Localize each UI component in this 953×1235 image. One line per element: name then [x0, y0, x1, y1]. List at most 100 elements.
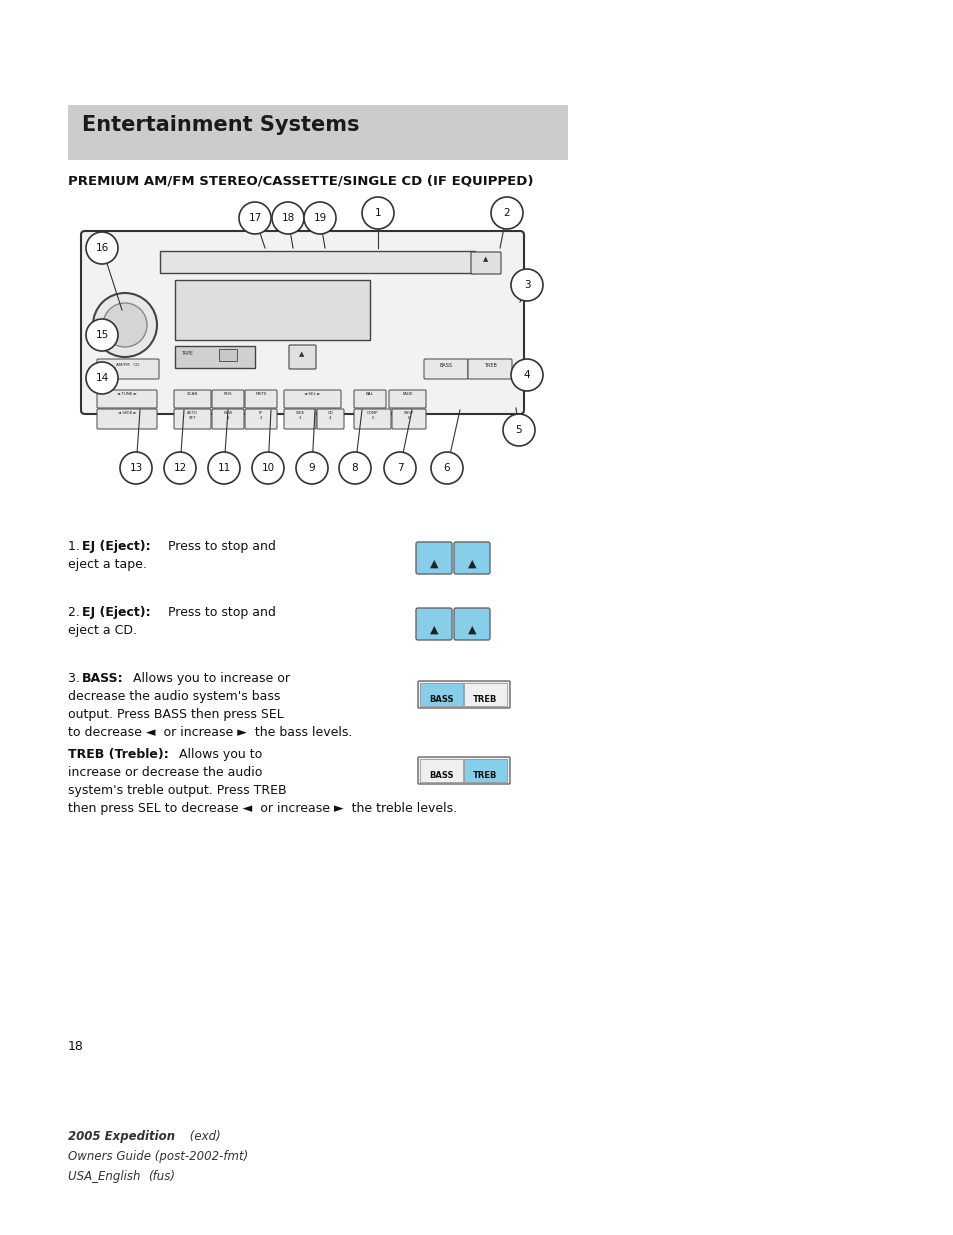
- Text: 8: 8: [352, 463, 358, 473]
- FancyBboxPatch shape: [160, 251, 475, 273]
- Text: SHUF
6: SHUF 6: [403, 411, 414, 420]
- FancyBboxPatch shape: [173, 409, 211, 429]
- Text: 18: 18: [281, 212, 294, 224]
- FancyBboxPatch shape: [416, 608, 452, 640]
- Text: TREB: TREB: [473, 695, 497, 704]
- Text: eject a tape.: eject a tape.: [68, 558, 147, 571]
- Text: TREB: TREB: [473, 771, 497, 781]
- Text: COMP
5: COMP 5: [366, 411, 378, 420]
- FancyBboxPatch shape: [392, 409, 426, 429]
- Text: output. Press BASS then press SEL: output. Press BASS then press SEL: [68, 708, 283, 721]
- FancyBboxPatch shape: [245, 409, 276, 429]
- Text: 9: 9: [309, 463, 315, 473]
- Text: decrease the audio system's bass: decrease the audio system's bass: [68, 690, 280, 703]
- Text: (exd): (exd): [186, 1130, 220, 1144]
- Text: TREB (Treble):: TREB (Treble):: [68, 748, 169, 761]
- Circle shape: [338, 452, 371, 484]
- FancyBboxPatch shape: [173, 390, 211, 408]
- FancyBboxPatch shape: [97, 390, 157, 408]
- FancyBboxPatch shape: [463, 760, 506, 782]
- FancyBboxPatch shape: [212, 390, 244, 408]
- Text: Entertainment Systems: Entertainment Systems: [82, 115, 359, 135]
- FancyBboxPatch shape: [97, 409, 157, 429]
- Circle shape: [502, 414, 535, 446]
- Text: ◄ SEEK ►: ◄ SEEK ►: [117, 411, 136, 415]
- Text: 3: 3: [523, 280, 530, 290]
- FancyBboxPatch shape: [245, 390, 276, 408]
- Text: ◄ SEL ►: ◄ SEL ►: [304, 391, 320, 396]
- Text: 3.: 3.: [68, 672, 84, 685]
- FancyBboxPatch shape: [289, 345, 315, 369]
- Text: Allows you to: Allows you to: [174, 748, 262, 761]
- Text: ▲: ▲: [299, 351, 304, 357]
- FancyBboxPatch shape: [419, 683, 462, 706]
- Text: USA_English: USA_English: [68, 1170, 144, 1183]
- Text: EJ (Eject):: EJ (Eject):: [82, 540, 151, 553]
- Text: AUTO
SET: AUTO SET: [187, 411, 198, 420]
- Text: FF
2: FF 2: [258, 411, 263, 420]
- Text: 5: 5: [516, 425, 521, 435]
- Text: Owners Guide (post-2002-fmt): Owners Guide (post-2002-fmt): [68, 1150, 248, 1163]
- FancyBboxPatch shape: [354, 390, 386, 408]
- Text: 17: 17: [248, 212, 261, 224]
- Text: 16: 16: [95, 243, 109, 253]
- Circle shape: [511, 359, 542, 391]
- Text: ▲: ▲: [467, 625, 476, 635]
- Circle shape: [304, 203, 335, 233]
- FancyBboxPatch shape: [354, 409, 391, 429]
- Text: Press to stop and: Press to stop and: [164, 606, 275, 619]
- Text: BASS: BASS: [429, 695, 454, 704]
- FancyBboxPatch shape: [463, 683, 506, 706]
- Text: 15: 15: [95, 330, 109, 340]
- Text: BASS:: BASS:: [82, 672, 124, 685]
- Circle shape: [361, 198, 394, 228]
- FancyBboxPatch shape: [219, 350, 236, 361]
- Text: 7: 7: [396, 463, 403, 473]
- FancyBboxPatch shape: [68, 105, 567, 161]
- Circle shape: [86, 319, 118, 351]
- Text: SIDE
3: SIDE 3: [295, 411, 304, 420]
- Text: ▲: ▲: [467, 559, 476, 569]
- Text: system's treble output. Press TREB: system's treble output. Press TREB: [68, 784, 286, 797]
- Text: FADE: FADE: [402, 391, 413, 396]
- Circle shape: [239, 203, 271, 233]
- Text: 2.: 2.: [68, 606, 84, 619]
- Text: RDS: RDS: [223, 391, 233, 396]
- FancyBboxPatch shape: [97, 359, 159, 379]
- Text: TREB: TREB: [483, 363, 496, 368]
- FancyBboxPatch shape: [417, 680, 510, 708]
- Text: 6: 6: [443, 463, 450, 473]
- Text: ▲: ▲: [429, 559, 437, 569]
- Text: SCAN: SCAN: [187, 391, 198, 396]
- Text: 2: 2: [503, 207, 510, 219]
- Text: 4: 4: [523, 370, 530, 380]
- FancyBboxPatch shape: [316, 409, 344, 429]
- Text: NEW
1: NEW 1: [223, 411, 233, 420]
- FancyBboxPatch shape: [468, 359, 512, 379]
- Text: 2005 Expedition: 2005 Expedition: [68, 1130, 175, 1144]
- Text: AM/FM   CD: AM/FM CD: [116, 363, 139, 367]
- FancyBboxPatch shape: [454, 608, 490, 640]
- Circle shape: [92, 293, 157, 357]
- FancyBboxPatch shape: [471, 252, 500, 274]
- Circle shape: [103, 303, 147, 347]
- FancyBboxPatch shape: [389, 390, 426, 408]
- Text: ▲: ▲: [483, 256, 488, 262]
- Text: eject a CD.: eject a CD.: [68, 624, 137, 637]
- Text: to decrease ◄  or increase ►  the bass levels.: to decrease ◄ or increase ► the bass lev…: [68, 726, 352, 739]
- Text: MUTE: MUTE: [254, 391, 267, 396]
- FancyBboxPatch shape: [454, 542, 490, 574]
- Text: 11: 11: [217, 463, 231, 473]
- Circle shape: [208, 452, 240, 484]
- FancyBboxPatch shape: [81, 231, 523, 414]
- Circle shape: [86, 232, 118, 264]
- FancyBboxPatch shape: [419, 760, 462, 782]
- Circle shape: [491, 198, 522, 228]
- FancyBboxPatch shape: [174, 280, 370, 340]
- Text: ◄ TUNE ►: ◄ TUNE ►: [117, 391, 137, 396]
- Text: 10: 10: [261, 463, 274, 473]
- FancyBboxPatch shape: [174, 346, 254, 368]
- Text: ▲: ▲: [429, 625, 437, 635]
- Circle shape: [431, 452, 462, 484]
- Text: Allows you to increase or: Allows you to increase or: [129, 672, 290, 685]
